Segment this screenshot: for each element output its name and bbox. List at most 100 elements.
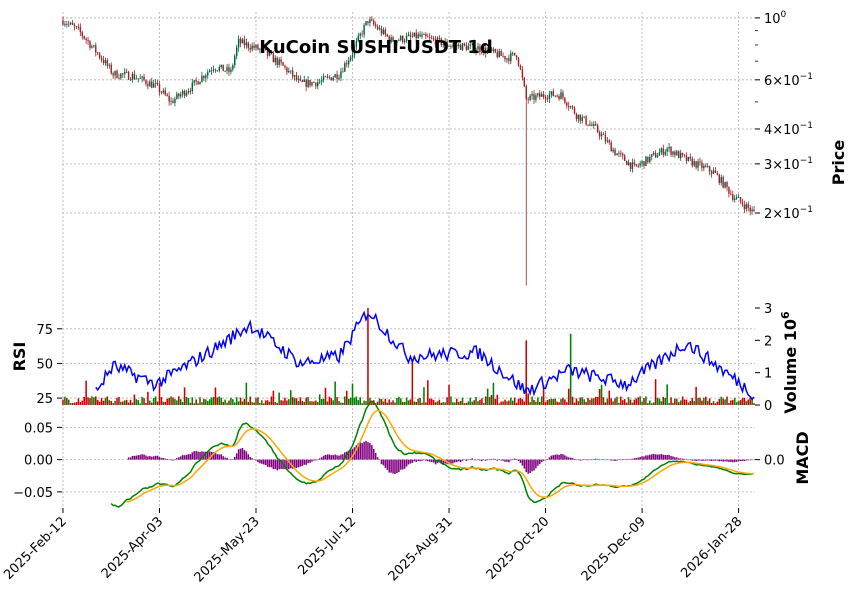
volume-bar [699,397,701,405]
volume-bar [170,396,172,405]
volume-bar [596,397,599,405]
volume-bar [137,400,140,405]
macd-histogram-bar [608,459,611,461]
candle-body [297,78,300,80]
rsi-panel [95,310,755,401]
volume-bar [668,403,670,405]
candle-body [311,82,313,86]
volume-bar [693,401,695,405]
macd-histogram-bar [199,451,201,460]
volume-bar [629,399,632,405]
candle-body [172,100,174,103]
volume-bar [452,402,454,405]
volume-bar [455,398,458,405]
volume-bar [147,391,149,405]
candle-body [581,117,583,121]
candle-body [398,40,400,41]
macd-histogram-bar [469,459,472,460]
candle-body [118,77,120,79]
macd-histogram-bar [230,459,232,461]
candle-body [174,98,176,103]
macd-histogram-bar [459,459,462,463]
volume-bar [286,400,288,405]
volume-bar [93,397,95,405]
volume-bar [131,402,134,405]
volume-bar [355,396,358,405]
volume-bar [564,399,566,405]
candle-body [517,57,520,66]
macd-histogram-bar [332,455,334,460]
macd-histogram-bar [720,459,722,462]
candle-body [710,171,713,174]
macd-histogram-bar [222,456,224,460]
volume-bar [479,399,481,405]
volume-bar [378,398,381,405]
candle-body [301,80,304,82]
volume-bar [645,396,647,405]
volume-bar [718,399,721,405]
candle-body [266,49,269,56]
macd-histogram-bar [508,459,510,463]
volume-bar [390,402,392,405]
macd-histogram-bar [548,457,551,460]
volume-bar [681,396,684,405]
candle-body [425,34,427,37]
macd-histogram-bar [398,459,400,473]
candle-body [235,47,238,57]
candle-body [396,40,398,43]
macd-histogram-bar [421,459,423,461]
candle-body [154,82,157,84]
macd-histogram-bar [670,455,672,460]
volume-bar [523,401,526,405]
candle-body [672,151,674,155]
candle-body [125,71,128,73]
volume-bar [303,401,306,405]
macd-histogram-bar [432,459,435,463]
macd-histogram-bar [463,459,466,461]
macd-histogram-bar [365,440,367,460]
candle-body [299,78,302,81]
candle-body [89,41,91,48]
macd-histogram-bar [652,453,655,460]
volume-bar [365,401,367,405]
volume-bar [716,401,719,405]
macd-histogram-bar [295,459,298,469]
candle-body [446,41,448,47]
volume-bar [517,398,520,405]
macd-histogram-bar [328,454,331,460]
candle-body [560,92,562,100]
volume-bar [537,397,539,405]
volume-bar [162,401,165,405]
candle-body [708,166,711,172]
volume-bar [735,402,738,405]
macd-histogram-bar [569,457,572,460]
volume-bar [322,398,325,405]
volume-bar [297,400,300,405]
candle-body [334,74,336,78]
candle-body [512,52,514,54]
candle-body [290,70,292,72]
volume-bar [712,401,715,405]
macd-histogram-bar [253,459,255,461]
volume-bar [666,384,668,405]
volume-bar [562,397,564,405]
candle-body [371,19,373,21]
grid-layer [62,12,755,508]
candle-body [689,156,692,159]
candle-body [488,48,491,51]
macd-histogram-bar [129,457,132,460]
candle-body [728,187,730,194]
candle-body [340,71,342,78]
volume-bar [206,401,209,405]
volume-bar [187,398,190,405]
volume-bar [81,400,84,405]
candle-body [656,155,659,158]
volume-bar [421,402,423,405]
volume-bar [552,399,555,405]
candle-body [579,114,582,121]
candle-body [380,28,383,34]
candle-body [303,79,305,82]
macd-histogram-bar [276,459,279,471]
x-tick-label: 2025-Oct-20 [484,514,552,582]
macd-histogram-bar [676,457,678,460]
